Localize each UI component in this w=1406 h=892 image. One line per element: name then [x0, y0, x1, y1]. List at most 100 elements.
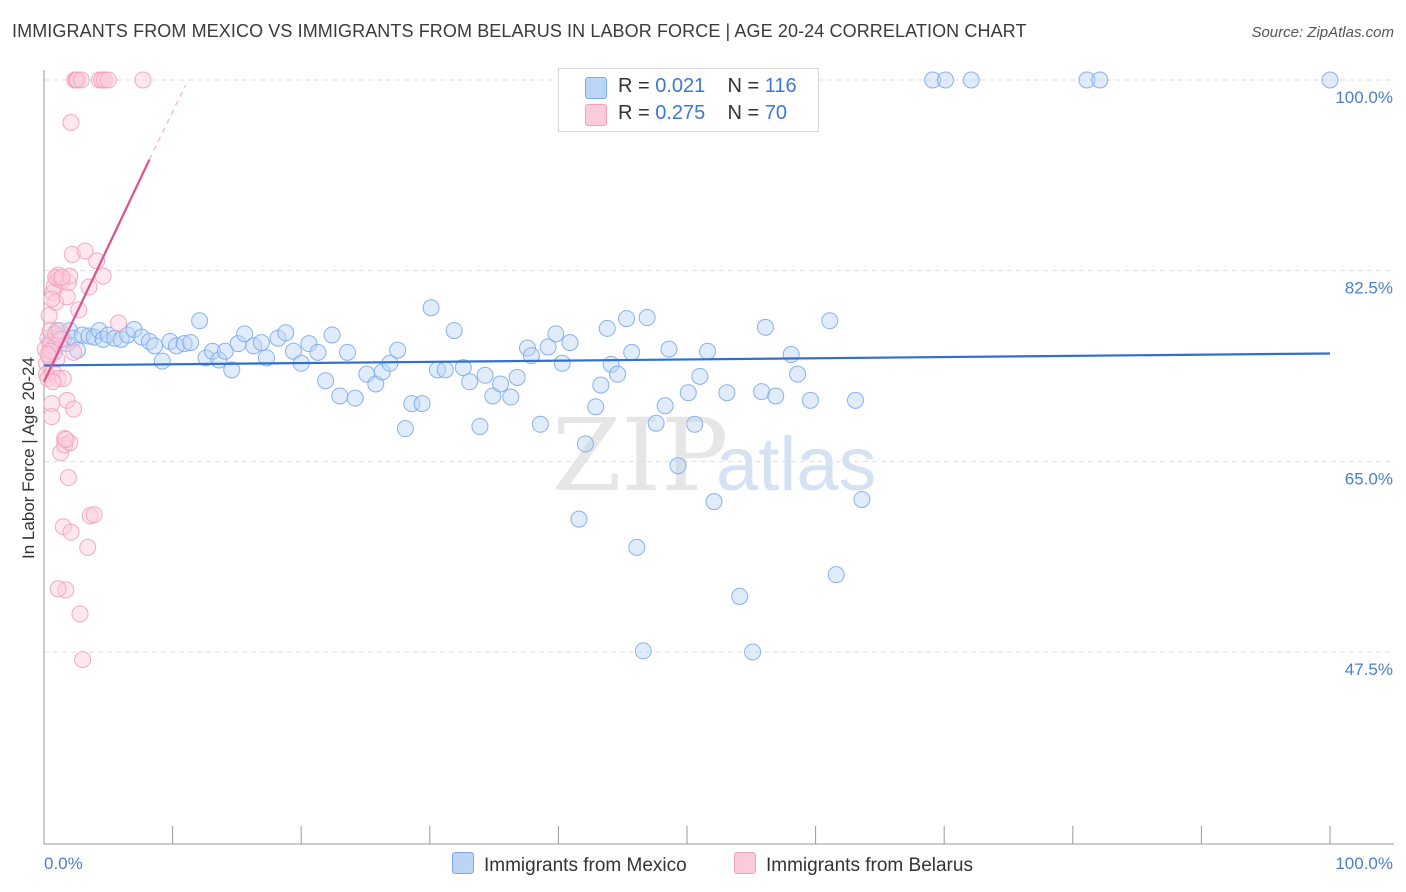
mexico-point: [413, 395, 431, 413]
mexico-point: [396, 420, 414, 438]
mexico-point: [618, 310, 636, 328]
mexico-point: [561, 334, 579, 352]
mexico-point: [598, 319, 616, 337]
mexico-point: [705, 493, 723, 511]
bottom-legend-swatch-mexico: [452, 852, 474, 874]
mexico-point: [638, 309, 656, 327]
y-tick-labels: 47.5% 65.0% 82.5% 100.0%: [1335, 88, 1393, 679]
trend-line-belarus: [43, 159, 151, 383]
belarus-point: [49, 580, 67, 598]
mexico-point: [1078, 71, 1096, 89]
mexico-point: [669, 457, 687, 475]
belarus-point: [68, 71, 86, 89]
belarus-point: [74, 651, 92, 669]
belarus-point: [43, 290, 61, 308]
mexico-point: [592, 376, 610, 394]
trend-lines: [43, 85, 1331, 383]
mexico-point: [767, 387, 785, 405]
belarus-point: [85, 506, 103, 524]
belarus-point: [71, 605, 89, 623]
mexico-point: [827, 566, 845, 584]
axes: [43, 70, 1394, 845]
belarus-point: [54, 370, 72, 388]
belarus-point: [72, 71, 90, 89]
mexico-point: [309, 343, 327, 361]
mexico-point: [346, 389, 364, 407]
mexico-point: [656, 397, 674, 415]
mexico-point: [519, 339, 537, 357]
mexico-point: [691, 367, 709, 385]
belarus-point: [62, 523, 80, 541]
mexico-point: [660, 340, 678, 358]
mexico-point: [492, 375, 510, 393]
belarus-point: [62, 113, 80, 131]
y-tick-label: 100.0%: [1335, 88, 1393, 107]
mexico-point: [782, 346, 800, 364]
belarus-point: [65, 343, 83, 361]
legend-n-label: N =: [727, 102, 765, 124]
belarus-point: [95, 71, 113, 89]
y-tick-label: 82.5%: [1345, 279, 1393, 298]
belarus-point: [47, 268, 65, 286]
belarus-point: [49, 370, 67, 388]
bottom-legend-label-belarus: Immigrants from Belarus: [766, 855, 973, 876]
mexico-point: [1321, 71, 1339, 89]
mexico-point: [789, 365, 807, 383]
mexico-point: [718, 384, 736, 402]
gridlines: [44, 79, 1394, 653]
mexico-point: [731, 587, 749, 605]
x-ticks: [172, 826, 1331, 844]
mexico-point: [252, 334, 270, 352]
mexico-point: [422, 299, 440, 317]
mexico-point: [277, 324, 295, 342]
belarus-point: [58, 288, 76, 306]
mexico-point: [461, 373, 479, 391]
bottom-legend-label-mexico: Immigrants from Mexico: [484, 855, 687, 876]
trend-line-belarus-extension: [148, 85, 186, 160]
mexico-point: [476, 366, 494, 384]
mexico-point: [317, 372, 335, 390]
mexico-point: [445, 322, 463, 340]
legend-swatch-mexico: [585, 77, 607, 99]
mexico-point: [756, 318, 774, 336]
watermark-zip: ZIP: [552, 397, 728, 514]
correlation-legend: R = 0.021 N = 116 R = 0.275 N = 70: [558, 68, 819, 132]
mexico-point: [502, 388, 520, 406]
mexico-point: [924, 71, 942, 89]
mexico-point: [175, 335, 193, 353]
mexico-point: [300, 335, 318, 353]
mexico-point: [323, 326, 341, 344]
mexico-point: [576, 435, 594, 453]
belarus-point: [63, 245, 81, 263]
mexico-point: [197, 349, 215, 367]
trend-line-mexico: [43, 352, 1331, 367]
mexico-point: [257, 349, 275, 367]
mexico-point: [587, 398, 605, 416]
legend-swatch-belarus: [585, 104, 607, 126]
mexico-point: [508, 368, 526, 386]
legend-stats-belarus: R = 0.275 N = 70: [618, 102, 787, 125]
belarus-point: [99, 71, 117, 89]
mexico-point: [744, 643, 762, 661]
mexico-point: [522, 347, 540, 365]
belarus-point: [53, 268, 71, 286]
mexico-point: [389, 341, 407, 359]
legend-r-value-belarus: 0.275: [655, 102, 706, 124]
mexico-point: [853, 490, 871, 508]
belarus-point: [76, 242, 94, 260]
mexico-point: [90, 322, 108, 340]
belarus-point: [110, 314, 128, 332]
mexico-point: [146, 337, 164, 355]
x-tick-label-max: 100.0%: [1335, 854, 1393, 873]
mexico-point: [753, 383, 771, 401]
mexico-point: [821, 312, 839, 330]
x-tick-label-min: 0.0%: [44, 854, 83, 873]
mexico-point: [699, 342, 717, 360]
bottom-legend-swatch-belarus: [734, 852, 756, 874]
mexico-point: [403, 395, 421, 413]
mexico-point: [471, 417, 489, 435]
series-mexico-points: [41, 71, 1339, 661]
mexico-point: [191, 312, 209, 330]
mexico-point: [547, 325, 565, 343]
